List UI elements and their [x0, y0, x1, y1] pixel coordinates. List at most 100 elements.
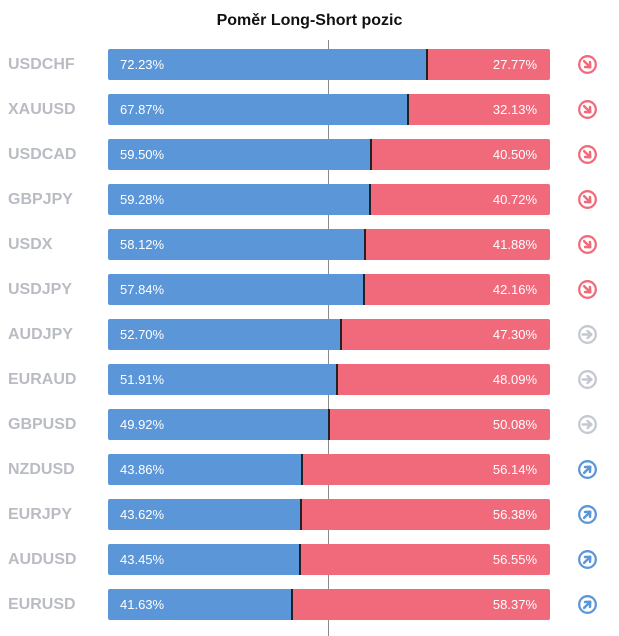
short-percent-label: 48.09% [492, 372, 537, 387]
long-percent-label: 67.87% [120, 102, 165, 117]
split-marker [369, 184, 371, 215]
short-percent-label: 40.50% [492, 147, 537, 162]
long-percent-label: 43.45% [120, 552, 165, 567]
ratio-bar: 58.12% 41.88% [108, 229, 550, 260]
ratio-row: EURUSD 41.63% 58.37% [0, 589, 619, 620]
arrow-down-right-icon [578, 235, 597, 254]
long-percent-label: 43.62% [120, 507, 165, 522]
short-percent-label: 40.72% [492, 192, 537, 207]
ratio-row: GBPUSD 49.92% 50.08% [0, 409, 619, 440]
symbol-label: USDX [8, 236, 53, 253]
long-percent-label: 43.86% [120, 462, 165, 477]
arrow-down-right-icon [578, 280, 597, 299]
short-percent-label: 50.08% [492, 417, 537, 432]
arrow-down-right-icon [578, 55, 597, 74]
short-bar-segment [364, 274, 550, 305]
ratio-row: USDCHF 72.23% 27.77% [0, 49, 619, 80]
ratio-bar: 59.28% 40.72% [108, 184, 550, 215]
ratio-bar: 43.45% 56.55% [108, 544, 550, 575]
ratio-bar: 57.84% 42.16% [108, 274, 550, 305]
arrow-down-right-icon [578, 145, 597, 164]
long-bar-segment [108, 364, 337, 395]
long-percent-label: 49.92% [120, 417, 165, 432]
ratio-row: USDCAD 59.50% 40.50% [0, 139, 619, 170]
ratio-bar: 41.63% 58.37% [108, 589, 550, 620]
long-bar-segment [108, 454, 302, 485]
short-bar-segment [427, 49, 550, 80]
long-bar-segment [108, 139, 371, 170]
short-bar-segment [292, 589, 550, 620]
symbol-label: XAUUSD [8, 101, 76, 118]
split-marker [407, 94, 409, 125]
long-percent-label: 72.23% [120, 57, 165, 72]
split-marker [363, 274, 365, 305]
short-bar-segment [370, 184, 550, 215]
long-bar-segment [108, 409, 329, 440]
short-bar-segment [341, 319, 550, 350]
arrow-up-right-icon [578, 460, 597, 479]
short-bar-segment [408, 94, 550, 125]
long-percent-label: 59.28% [120, 192, 165, 207]
short-bar-segment [300, 544, 550, 575]
long-bar-segment [108, 229, 365, 260]
long-bar-segment [108, 49, 427, 80]
arrow-up-right-icon [578, 550, 597, 569]
long-bar-segment [108, 589, 292, 620]
split-marker [300, 499, 302, 530]
ratio-bar: 67.87% 32.13% [108, 94, 550, 125]
ratio-row: XAUUSD 67.87% 32.13% [0, 94, 619, 125]
split-marker [426, 49, 428, 80]
long-percent-label: 58.12% [120, 237, 165, 252]
arrow-down-right-icon [578, 100, 597, 119]
symbol-label: EURAUD [8, 371, 77, 388]
symbol-label: USDJPY [8, 281, 73, 298]
short-percent-label: 56.38% [492, 507, 537, 522]
chart-title: Poměr Long-Short pozic [216, 12, 403, 29]
split-marker [299, 544, 301, 575]
short-bar-segment [329, 409, 550, 440]
symbol-label: USDCHF [8, 56, 75, 73]
ratio-bar: 51.91% 48.09% [108, 364, 550, 395]
arrow-up-right-icon [578, 595, 597, 614]
split-marker [336, 364, 338, 395]
ratio-bar: 52.70% 47.30% [108, 319, 550, 350]
symbol-label: USDCAD [8, 146, 77, 163]
split-marker [328, 409, 330, 440]
ratio-bar: 59.50% 40.50% [108, 139, 550, 170]
ratio-row: GBPJPY 59.28% 40.72% [0, 184, 619, 215]
symbol-label: GBPUSD [8, 416, 77, 433]
short-percent-label: 27.77% [492, 57, 537, 72]
split-marker [370, 139, 372, 170]
short-percent-label: 56.55% [492, 552, 537, 567]
symbol-label: AUDUSD [8, 551, 77, 568]
short-percent-label: 58.37% [492, 597, 537, 612]
long-bar-segment [108, 499, 301, 530]
ratio-row: AUDJPY 52.70% 47.30% [0, 319, 619, 350]
arrow-right-icon [578, 415, 597, 434]
long-percent-label: 51.91% [120, 372, 165, 387]
ratio-bar: 43.62% 56.38% [108, 499, 550, 530]
long-bar-segment [108, 274, 364, 305]
ratio-row: EURAUD 51.91% 48.09% [0, 364, 619, 395]
arrow-right-icon [578, 370, 597, 389]
short-bar-segment [371, 139, 550, 170]
long-bar-segment [108, 184, 370, 215]
ratio-bar: 43.86% 56.14% [108, 454, 550, 485]
long-percent-label: 41.63% [120, 597, 165, 612]
short-bar-segment [302, 454, 550, 485]
arrow-right-icon [578, 325, 597, 344]
split-marker [301, 454, 303, 485]
ratio-bar: 49.92% 50.08% [108, 409, 550, 440]
short-percent-label: 47.30% [492, 327, 537, 342]
split-marker [291, 589, 293, 620]
short-bar-segment [301, 499, 550, 530]
ratio-row: USDX 58.12% 41.88% [0, 229, 619, 260]
split-marker [340, 319, 342, 350]
short-bar-segment [365, 229, 550, 260]
ratio-bar: 72.23% 27.77% [108, 49, 550, 80]
long-percent-label: 59.50% [120, 147, 165, 162]
symbol-label: GBPJPY [8, 191, 73, 208]
ratio-row: AUDUSD 43.45% 56.55% [0, 544, 619, 575]
short-bar-segment [337, 364, 550, 395]
arrow-down-right-icon [578, 190, 597, 209]
